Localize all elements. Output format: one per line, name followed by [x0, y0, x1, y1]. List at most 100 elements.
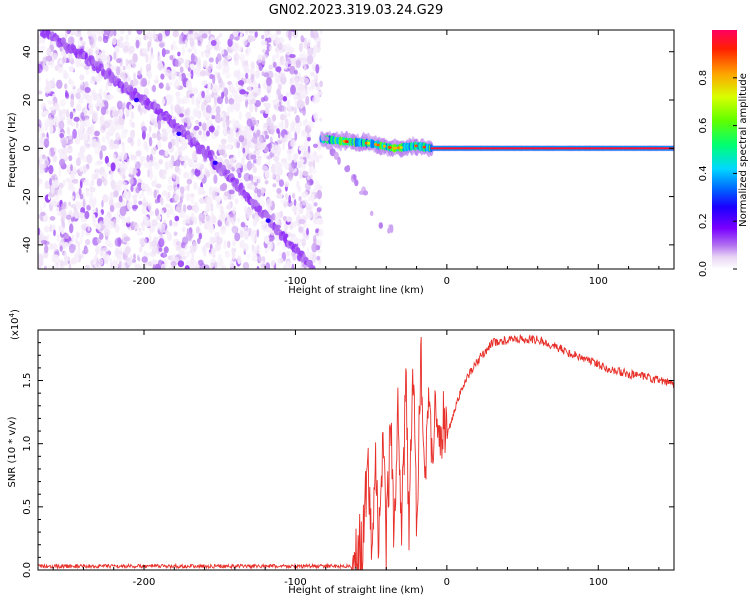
noise-cell: [116, 255, 120, 261]
noise-cell: [299, 53, 304, 59]
noise-cell: [184, 185, 188, 191]
noise-cell: [245, 30, 248, 35]
noise-cell: [164, 149, 169, 157]
noise-cell: [210, 111, 213, 117]
noise-cell: [119, 30, 125, 35]
streak-cell: [326, 143, 330, 149]
noise-cell: [260, 262, 264, 269]
noise-cell: [196, 94, 203, 104]
noise-cell: [268, 64, 273, 70]
noise-cell: [295, 88, 302, 94]
noise-cell: [49, 224, 53, 233]
noise-cell: [159, 223, 166, 233]
noise-cell: [207, 81, 211, 91]
noise-cell: [245, 72, 249, 80]
noise-cell: [177, 241, 181, 250]
noise-cell: [237, 45, 243, 52]
noise-cell: [154, 175, 157, 184]
noise-cell: [208, 30, 211, 35]
noise-cell: [147, 41, 152, 48]
streak-cell: [123, 81, 129, 89]
noise-cell: [311, 242, 318, 253]
streak-cell: [37, 24, 42, 29]
noise-cell: [287, 112, 291, 117]
noise-cell: [236, 217, 241, 223]
noise-cell: [272, 114, 277, 122]
noise-cell: [251, 184, 256, 191]
noise-cell: [106, 254, 110, 261]
noise-cell: [154, 263, 161, 269]
noise-cell: [56, 206, 60, 212]
noise-cell: [246, 160, 252, 171]
noise-cell: [125, 108, 130, 118]
noise-cell: [302, 60, 308, 65]
noise-cell: [138, 177, 141, 183]
noise-cell: [141, 256, 148, 263]
noise-cell: [277, 83, 282, 91]
noise-cell: [96, 105, 100, 111]
noise-cell: [248, 30, 255, 34]
noise-cell: [239, 240, 244, 249]
noise-cell: [65, 109, 69, 118]
noise-cell: [154, 163, 160, 170]
noise-cell: [248, 85, 252, 93]
noise-cell: [164, 30, 170, 37]
noise-cell: [130, 184, 134, 192]
noise-cell: [39, 232, 45, 241]
noise-cell: [64, 152, 68, 157]
noise-cell: [169, 219, 173, 227]
noise-cell: [133, 253, 136, 261]
noise-cell: [84, 106, 87, 114]
noise-cell: [277, 211, 284, 219]
noise-cell: [112, 116, 119, 122]
noise-cell: [142, 48, 148, 55]
noise-cell: [141, 126, 147, 133]
noise-cell: [237, 94, 243, 103]
noise-cell: [217, 61, 222, 71]
noise-cell: [266, 198, 273, 209]
noise-cell: [183, 161, 187, 169]
noise-cell: [285, 192, 288, 201]
noise-cell: [215, 195, 222, 202]
noise-cell: [180, 106, 185, 114]
noise-cell: [197, 186, 205, 193]
noise-cell: [149, 189, 153, 196]
noise-cell: [302, 162, 306, 171]
noise-cell: [70, 170, 76, 181]
noise-cell: [227, 201, 232, 211]
noise-cell: [169, 55, 174, 61]
noise-cell: [204, 167, 208, 176]
noise-cell: [184, 265, 190, 269]
noise-cell: [135, 39, 140, 49]
noise-cell: [301, 241, 307, 247]
noise-cell: [218, 32, 223, 38]
noise-cell: [158, 247, 163, 252]
noise-cell: [245, 59, 248, 67]
noise-cell: [73, 116, 80, 122]
noise-cell: [186, 107, 191, 117]
noise-cell: [291, 73, 295, 83]
noise-cell: [66, 164, 71, 174]
noise-cell: [239, 229, 244, 239]
noise-cell: [70, 31, 75, 36]
noise-cell: [251, 234, 257, 243]
noise-cell: [254, 247, 261, 254]
noise-cell: [167, 184, 174, 191]
noise-cell: [111, 259, 119, 269]
noise-cell: [312, 159, 316, 170]
noise-cell: [298, 218, 306, 225]
noise-cell: [272, 99, 280, 105]
noise-cell: [67, 139, 74, 145]
noise-cell: [174, 151, 178, 161]
noise-cell: [163, 49, 170, 55]
noise-cell: [285, 250, 291, 257]
noise-cell: [49, 125, 54, 135]
noise-cell: [218, 78, 224, 88]
noise-cell: [145, 53, 149, 63]
noise-cell: [246, 118, 253, 127]
noise-cell: [49, 216, 56, 221]
noise-cell: [52, 263, 60, 269]
noise-cell: [142, 198, 148, 204]
noise-cell: [84, 210, 90, 220]
streak-cell: [378, 222, 383, 229]
